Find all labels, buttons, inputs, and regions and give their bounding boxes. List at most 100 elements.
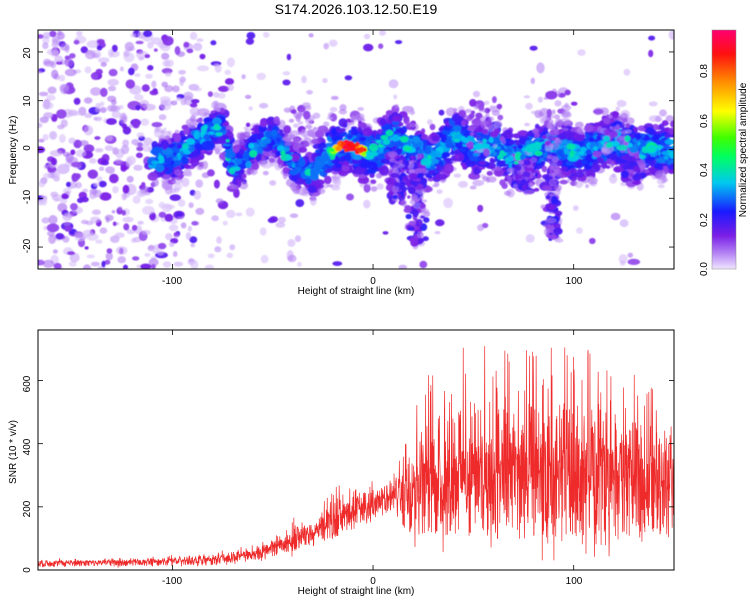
spectrogram-cell [42,32,51,39]
spectrogram-cell [142,205,155,215]
spectrogram-cell [305,124,313,130]
spectrogram-cell [409,172,417,180]
spectrogram-cell [96,39,105,44]
spectrogram-cell [489,105,496,111]
spectrogram-cell [314,179,325,186]
spectrogram-cell [130,33,137,38]
spectrogram-cell [96,116,103,121]
spectrogram-cell [575,121,584,129]
spectrogram-cell [193,190,202,200]
spectrogram-cell [429,123,436,131]
spectrogram-cell [436,189,443,195]
spectrogram-cell [551,109,556,115]
spectrogram-cell [434,181,440,188]
spectrogram-cell [550,162,558,166]
spectrogram-cell [132,118,141,129]
spectrogram-cell [669,163,674,170]
spectrogram-cell [431,135,441,142]
spectrogram-cell [494,128,500,135]
spectrogram-cell [514,165,522,171]
spectrogram-cell [559,138,568,146]
spectrogram-cell [402,176,409,182]
spectrogram-cell [367,161,378,170]
spectrogram-cell [395,40,403,45]
spectrogram-cell [38,180,46,188]
spectrogram-cell [143,30,153,38]
spectrogram-cell [656,144,663,150]
spectrogram-cell [648,159,655,167]
spectrogram-cell [338,109,347,115]
spectrogram-cell [196,118,203,123]
spectrogram-cell [483,148,490,157]
spectrogram-cell [529,45,538,51]
spectrogram-cell [41,217,50,224]
spectrogram-cell [525,102,533,110]
spectrogram-cell [610,212,621,221]
spectrogram-cell [407,195,411,199]
spectrogram-cell [303,110,311,120]
spectrogram-cell [589,237,596,245]
spectrogram-cell [98,180,107,188]
spectrogram-cell [318,142,327,150]
spectrogram-cell [46,223,60,233]
spectrogram-cell [121,115,127,122]
spectrogram-cell [164,213,174,222]
spectrogram-cell [344,75,353,81]
spectrogram-cell [75,149,87,158]
spectrogram-cell [107,85,117,92]
spectrogram-cell [492,143,498,149]
spectrogram-cell [441,152,448,159]
spectrogram-cell [486,177,490,183]
spectrogram-cell [493,120,503,129]
spectrogram-cell [532,128,539,135]
spectrogram-cell [135,40,144,45]
spectrogram-cell [326,116,334,120]
spectrogram-cell [190,99,200,104]
spectrogram-cell [656,178,666,185]
spectrogram-cell [546,108,552,118]
spectrogram-cell [245,38,255,45]
bottom-x-tick-label: -100 [162,576,182,587]
top-x-axis-label: Height of straight line (km) [298,286,415,297]
spectrogram-cell [522,171,531,179]
spectrogram-cell [38,34,44,39]
spectrogram-cell [554,238,564,243]
spectrogram-cell [96,45,103,51]
spectrogram-cell [417,231,424,239]
spectrogram-cell [523,160,531,166]
spectrogram-cell [178,69,187,75]
spectrogram-cell [42,259,55,268]
spectrogram-cell [117,256,126,264]
spectrogram-cell [517,144,523,149]
spectrogram-cell [438,109,445,116]
spectrogram-cell [121,144,130,155]
spectrogram-cell [537,111,544,117]
spectrogram-cell [258,124,268,133]
spectrogram-cell [314,164,322,169]
spectrogram-cell [346,193,354,201]
spectrogram-cell [46,48,59,56]
spectrogram-cell [574,180,584,188]
spectrogram-cell [543,228,550,236]
top-y-tick-label: -10 [22,189,33,204]
spectrogram-cell [315,149,320,154]
spectrogram-cell [493,166,502,171]
spectrogram-cell [395,148,403,155]
spectrogram-cell [94,148,104,153]
spectrogram-cell [380,135,389,140]
spectrogram-cell [201,160,209,170]
spectrogram-cell [609,125,617,132]
spectrogram-cell [68,137,76,144]
spectrogram-cell [46,94,56,101]
spectrogram-cell [224,69,232,76]
spectrogram-cell [566,143,576,150]
spectrogram-cell [186,172,193,177]
spectrogram-cell [532,142,542,152]
spectrogram-cell [187,225,193,232]
spectrogram-cell [283,125,292,134]
spectrogram-cell [340,132,345,137]
spectrogram-cell [449,150,456,156]
spectrogram-cell [111,210,116,214]
spectrogram-cell [270,129,278,137]
spectrogram-cell [49,131,58,140]
